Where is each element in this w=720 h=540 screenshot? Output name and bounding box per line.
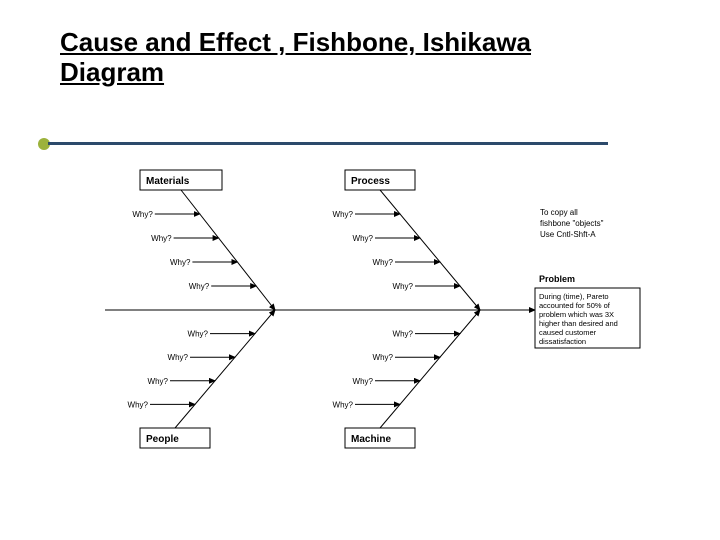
subcause-label: Why?: [168, 353, 189, 362]
problem-title: Problem: [539, 274, 575, 284]
subcause-label: Why?: [188, 330, 209, 339]
subcause-label: Why?: [393, 282, 414, 291]
subcause-label: Why?: [373, 353, 394, 362]
category-label-machine: Machine: [351, 434, 391, 445]
category-label-materials: Materials: [146, 176, 190, 187]
problem-text-line: caused customer: [539, 328, 597, 337]
subcause-label: Why?: [353, 234, 374, 243]
bone-people: [175, 310, 275, 428]
problem-text-line: problem which was 3X: [539, 310, 614, 319]
copy-note-line: To copy all: [540, 208, 578, 217]
slide-title: Cause and Effect , Fishbone, Ishikawa Di…: [60, 28, 620, 88]
problem-text-line: During (time), Pareto: [539, 292, 609, 301]
copy-note-line: Use Cntl-Shft-A: [540, 230, 596, 239]
fishbone-diagram: Materials Why? Why? Why? Why? Process Why? Why?…: [85, 160, 645, 460]
subcause-label: Why?: [189, 282, 210, 291]
subcause-label: Why?: [151, 234, 172, 243]
bone-materials: [181, 190, 275, 310]
bone-machine: [380, 310, 480, 428]
category-label-process: Process: [351, 176, 390, 187]
problem-text-line: higher than desired and: [539, 319, 618, 328]
subcause-label: Why?: [132, 210, 153, 219]
subcause-label: Why?: [148, 377, 169, 386]
category-label-people: People: [146, 434, 179, 445]
subcause-label: Why?: [333, 400, 354, 409]
problem-text-line: dissatisfaction: [539, 337, 586, 346]
copy-note-line: fishbone "objects": [540, 219, 604, 228]
subcause-label: Why?: [170, 258, 191, 267]
bone-process: [380, 190, 480, 310]
accent-bar: [48, 142, 608, 145]
subcause-label: Why?: [373, 258, 394, 267]
problem-text-line: accounted for 50% of: [539, 301, 611, 310]
subcause-label: Why?: [393, 330, 414, 339]
subcause-label: Why?: [353, 377, 374, 386]
subcause-label: Why?: [128, 400, 149, 409]
subcause-label: Why?: [333, 210, 354, 219]
